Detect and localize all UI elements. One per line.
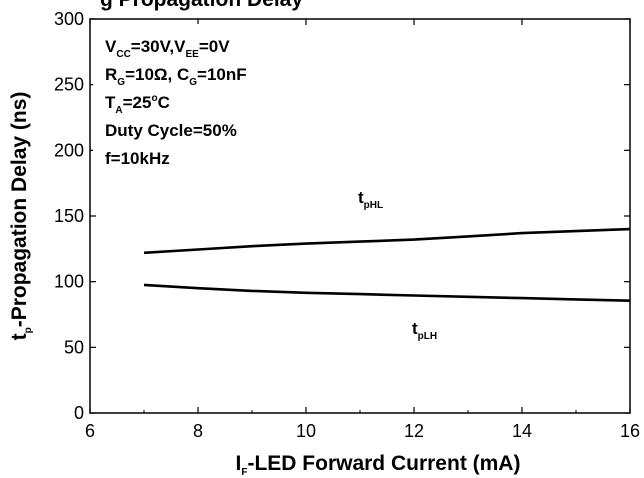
y-axis-ticks: 0 50 100 150 200 250 300 bbox=[54, 9, 630, 423]
series-label-tpLH: tpLH bbox=[412, 319, 437, 342]
x-tick-label: 14 bbox=[512, 421, 532, 441]
y-axis-label: tp-Propagation Delay (ns) bbox=[8, 92, 34, 341]
condition-line: VCC=30V,VEE=0V bbox=[105, 37, 230, 60]
condition-line: Duty Cycle=50% bbox=[105, 121, 237, 140]
condition-line: f=10kHz bbox=[105, 149, 170, 168]
y-tick-label: 300 bbox=[54, 9, 84, 29]
series-line-tpLH bbox=[143, 283, 631, 302]
y-tick-label: 50 bbox=[64, 337, 84, 357]
series-lines bbox=[143, 227, 631, 302]
x-tick-label: 10 bbox=[296, 421, 316, 441]
x-tick-label: 12 bbox=[404, 421, 424, 441]
x-tick-label: 8 bbox=[193, 421, 203, 441]
series-line-tpHL bbox=[143, 227, 631, 255]
x-axis-label: IF-LED Forward Current (mA) bbox=[236, 452, 521, 478]
series-label-bg bbox=[348, 184, 402, 211]
x-tick-label: 6 bbox=[85, 421, 95, 441]
chart-title-fragment: g Propagation Delay bbox=[100, 0, 303, 11]
series-labels: tpHL tpLH bbox=[348, 184, 456, 343]
series-label-tpHL: tpHL bbox=[358, 188, 383, 211]
condition-line: RG=10Ω, CG=10nF bbox=[105, 65, 247, 88]
y-tick-label: 250 bbox=[54, 75, 84, 95]
series-label-bg bbox=[402, 316, 456, 343]
condition-line: TA=25oC bbox=[105, 93, 170, 116]
y-tick-label: 150 bbox=[54, 206, 84, 226]
test-conditions: VCC=30V,VEE=0V RG=10Ω, CG=10nF TA=25oC Duty… bbox=[105, 37, 247, 168]
x-tick-label: 16 bbox=[620, 421, 640, 441]
y-tick-label: 100 bbox=[54, 272, 84, 292]
conditions-box-background bbox=[93, 24, 288, 186]
y-tick-label: 0 bbox=[74, 403, 84, 423]
x-axis-ticks: 6 8 10 12 14 16 bbox=[85, 19, 640, 441]
y-tick-label: 200 bbox=[54, 140, 84, 160]
